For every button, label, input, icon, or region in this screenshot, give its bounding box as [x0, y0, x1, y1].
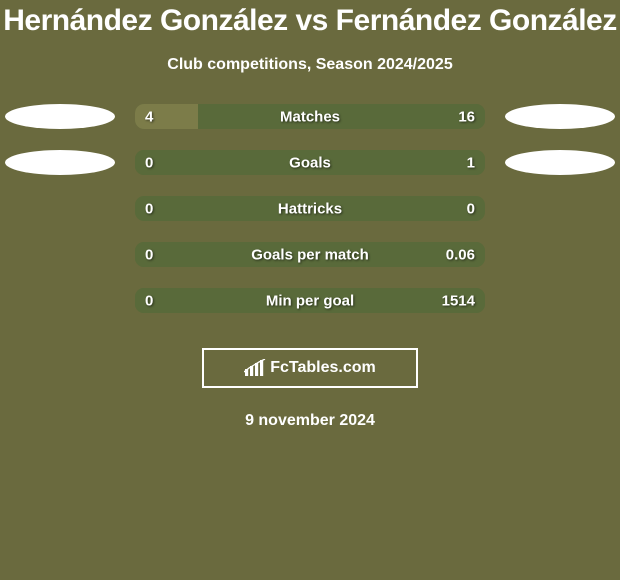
bar-value-left: 0	[145, 154, 153, 171]
bar-label: Min per goal	[266, 292, 354, 309]
player-avatar	[505, 104, 615, 129]
bar-chart-icon	[244, 359, 266, 377]
bar-value-left: 4	[145, 108, 153, 125]
bar-value-left: 0	[145, 292, 153, 309]
bar-label: Hattricks	[278, 200, 342, 217]
stat-bar: 0 1 Goals	[135, 150, 485, 175]
brand-text: FcTables.com	[270, 359, 376, 377]
bar-value-right: 1	[467, 154, 475, 171]
bar-value-right: 16	[458, 108, 475, 125]
player-avatar	[5, 150, 115, 175]
page-title: Hernández González vs Fernández González	[0, 4, 620, 38]
bar-label: Matches	[280, 108, 340, 125]
bar-value-left: 0	[145, 200, 153, 217]
stat-bar: 0 0.06 Goals per match	[135, 242, 485, 267]
brand-box[interactable]: FcTables.com	[202, 348, 418, 388]
bar-value-left: 0	[145, 246, 153, 263]
page-subtitle: Club competitions, Season 2024/2025	[0, 56, 620, 74]
bar-label: Goals	[289, 154, 331, 171]
stat-bar: 0 1514 Min per goal	[135, 288, 485, 313]
comparison-card: Hernández González vs Fernández González…	[0, 0, 620, 580]
stat-bar: 4 16 Matches	[135, 104, 485, 129]
player-avatar	[505, 150, 615, 175]
bar-value-right: 1514	[442, 292, 475, 309]
bars-container: 4 16 Matches 0 1 Goals 0 0 Hattricks 0 0.06 Goals p…	[135, 104, 485, 334]
player-avatar	[5, 104, 115, 129]
footer-date: 9 november 2024	[0, 412, 620, 430]
bar-label: Goals per match	[251, 246, 369, 263]
stats-stage: 4 16 Matches 0 1 Goals 0 0 Hattricks 0 0.06 Goals p…	[0, 104, 620, 334]
stat-bar: 0 0 Hattricks	[135, 196, 485, 221]
bar-fill-right	[198, 104, 485, 129]
bar-value-right: 0.06	[446, 246, 475, 263]
bar-value-right: 0	[467, 200, 475, 217]
